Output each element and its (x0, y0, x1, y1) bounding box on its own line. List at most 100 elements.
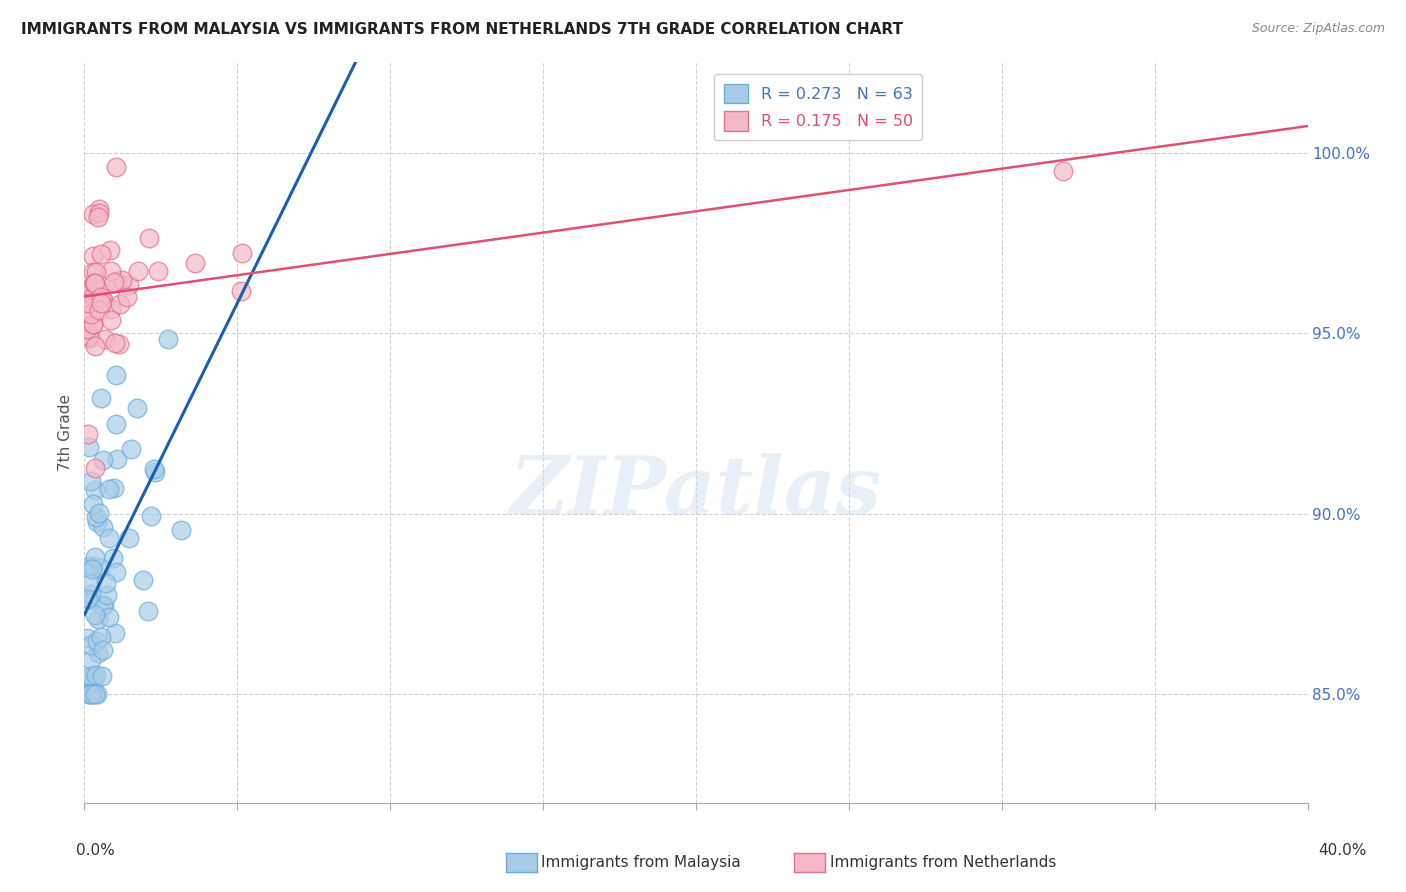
Point (101, 551, 124, 566)
Point (79, 592, 101, 607)
Point (90, 290, 112, 304)
Point (103, 275, 125, 289)
Point (118, 278, 141, 293)
Point (103, 481, 125, 495)
Text: Immigrants from Netherlands: Immigrants from Netherlands (830, 855, 1056, 870)
Point (79, 688, 101, 702)
Point (156, 333, 179, 347)
Point (87, 611, 110, 625)
Point (104, 160, 127, 174)
Point (100, 264, 122, 278)
Point (103, 336, 125, 351)
Point (91, 519, 114, 533)
Point (84, 265, 107, 279)
Point (77, 295, 100, 310)
Point (120, 442, 142, 456)
Point (76, 304, 98, 318)
Point (127, 263, 149, 277)
Point (80, 688, 103, 702)
Point (89, 303, 111, 318)
Point (87, 210, 110, 224)
Point (80, 688, 103, 702)
Point (84, 509, 107, 524)
Point (98, 609, 121, 624)
Point (104, 566, 127, 580)
Text: 0.0%: 0.0% (76, 843, 115, 858)
Point (86, 634, 108, 648)
Point (80, 653, 103, 667)
Point (98, 243, 121, 257)
Point (82, 249, 104, 263)
Point (90, 391, 112, 405)
Point (80, 586, 103, 600)
Point (82, 558, 104, 573)
Point (94, 332, 117, 346)
Point (77, 688, 100, 702)
Point (87, 284, 110, 298)
Point (89, 561, 111, 575)
Point (104, 417, 127, 431)
Point (100, 313, 122, 327)
Point (104, 625, 127, 640)
Point (83, 277, 105, 291)
Point (231, 284, 253, 298)
Point (170, 523, 193, 537)
Point (79, 307, 101, 321)
Point (80, 638, 103, 652)
Point (143, 466, 166, 480)
Point (132, 573, 155, 587)
Point (83, 483, 105, 497)
Point (231, 245, 253, 260)
Point (93, 599, 115, 613)
Point (100, 301, 122, 316)
Point (139, 509, 162, 524)
Point (80, 562, 103, 576)
Point (82, 317, 104, 331)
Point (96, 576, 118, 591)
Point (107, 337, 129, 351)
Y-axis label: 7th Grade: 7th Grade (58, 394, 73, 471)
Point (87, 206, 110, 220)
Point (90, 296, 112, 310)
Text: 40.0%: 40.0% (1319, 843, 1367, 858)
Point (83, 276, 105, 290)
Point (77, 328, 100, 343)
Point (91, 453, 114, 467)
Point (77, 427, 100, 442)
Point (97, 482, 120, 496)
Text: Source: ZipAtlas.com: Source: ZipAtlas.com (1251, 22, 1385, 36)
Point (142, 462, 165, 476)
Point (79, 559, 101, 574)
Point (90, 630, 112, 644)
Point (118, 532, 141, 546)
Point (83, 669, 105, 683)
Point (76, 322, 98, 336)
Point (84, 688, 107, 702)
Point (1052, 163, 1074, 178)
Point (82, 289, 104, 303)
Point (110, 273, 132, 287)
Point (96, 588, 118, 602)
Point (82, 265, 104, 279)
Point (82, 675, 104, 690)
Point (90, 247, 112, 261)
Point (84, 668, 107, 682)
Point (84, 549, 107, 564)
Point (136, 604, 159, 618)
Point (115, 290, 138, 304)
Point (84, 607, 107, 622)
Point (76, 631, 98, 645)
Point (84, 461, 107, 475)
Point (77, 592, 100, 607)
Point (125, 401, 148, 416)
Point (80, 474, 103, 488)
Point (93, 293, 115, 308)
Text: Immigrants from Malaysia: Immigrants from Malaysia (541, 855, 741, 870)
Point (86, 688, 108, 702)
Point (105, 368, 128, 383)
Point (89, 202, 111, 217)
Point (77, 441, 100, 455)
Point (97, 531, 120, 545)
Point (82, 317, 104, 331)
Point (87, 647, 110, 661)
